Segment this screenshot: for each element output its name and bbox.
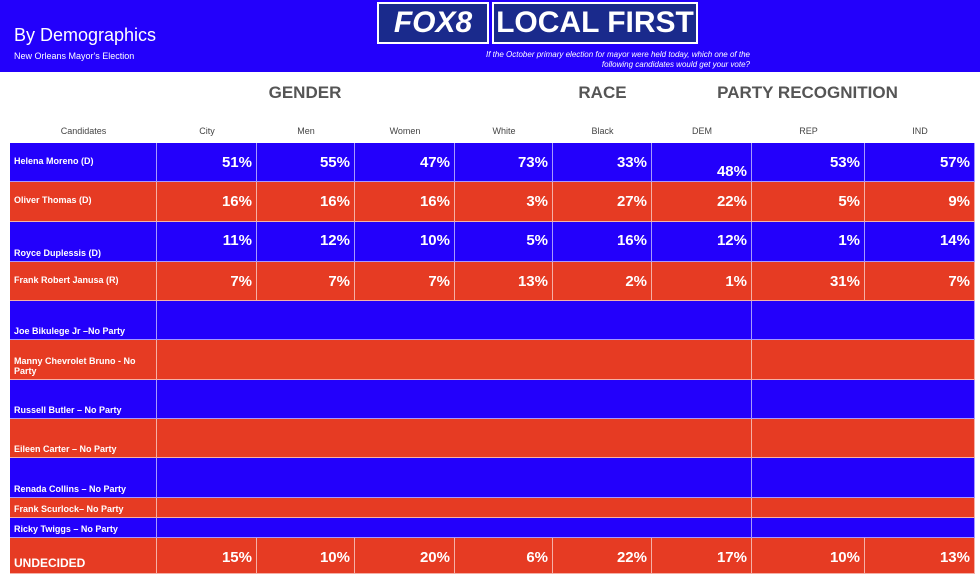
logo: LOCAL FIRST	[492, 2, 698, 44]
value-cell: 12%	[652, 222, 752, 262]
column-header: Men	[297, 126, 315, 136]
value-cell: 6%	[455, 538, 553, 574]
candidate-name: Eileen Carter – No Party	[10, 419, 157, 458]
logo: FOX8	[377, 2, 489, 44]
value-cell: 16%	[553, 222, 652, 262]
empty-cell	[752, 380, 975, 419]
group-header: GENDER	[268, 83, 342, 102]
value-cell: 48%	[652, 143, 752, 182]
column-header: IND	[912, 126, 928, 136]
value-cell: 5%	[752, 182, 865, 222]
value-cell: 22%	[652, 182, 752, 222]
header-bar: By Demographics New Orleans Mayor's Elec…	[0, 0, 980, 72]
candidate-name: Russell Butler – No Party	[10, 380, 157, 419]
column-header: DEM	[692, 126, 712, 136]
value-cell: 16%	[355, 182, 455, 222]
candidate-name: Joe Bikulege Jr –No Party	[10, 301, 157, 340]
column-header: REP	[799, 126, 818, 136]
empty-cell	[752, 301, 975, 340]
value-cell: 51%	[157, 143, 257, 182]
group-header: RACE	[578, 83, 627, 102]
value-cell: 3%	[455, 182, 553, 222]
empty-cell	[157, 419, 752, 458]
group-header: PARTY RECOGNITION	[717, 83, 898, 102]
value-cell: 7%	[355, 262, 455, 301]
empty-cell	[752, 498, 975, 518]
value-cell: 17%	[652, 538, 752, 574]
column-header: City	[199, 126, 215, 136]
value-cell: 10%	[752, 538, 865, 574]
title: By Demographics	[14, 25, 157, 45]
value-cell: 31%	[752, 262, 865, 301]
value-cell: 27%	[553, 182, 652, 222]
value-cell: 16%	[257, 182, 355, 222]
value-cell: 15%	[157, 538, 257, 574]
value-cell: 53%	[752, 143, 865, 182]
candidate-name: Renada Collins – No Party	[10, 458, 157, 498]
candidate-name: Frank Scurlock– No Party	[10, 498, 157, 518]
value-cell: 9%	[865, 182, 975, 222]
empty-cell	[157, 518, 752, 538]
question: If the October primary election for mayo…	[486, 50, 750, 69]
candidate-name: Royce Duplessis (D)	[10, 222, 157, 262]
candidate-name: UNDECIDED	[10, 538, 157, 574]
column-header: Candidates	[60, 126, 107, 136]
column-header: Women	[389, 126, 421, 136]
value-cell: 13%	[865, 538, 975, 574]
empty-cell	[157, 458, 752, 498]
empty-cell	[157, 380, 752, 419]
candidate-name: Helena Moreno (D)	[10, 143, 157, 182]
candidate-name: Oliver Thomas (D)	[10, 182, 157, 222]
value-cell: 7%	[865, 262, 975, 301]
empty-cell	[157, 340, 752, 380]
candidate-name: Frank Robert Janusa (R)	[10, 262, 157, 301]
value-cell: 12%	[257, 222, 355, 262]
subtitle: New Orleans Mayor's Election	[14, 51, 135, 61]
value-cell: 1%	[652, 262, 752, 301]
empty-cell	[157, 301, 752, 340]
value-cell: 10%	[257, 538, 355, 574]
empty-cell	[752, 518, 975, 538]
value-cell: 73%	[455, 143, 553, 182]
value-cell: 20%	[355, 538, 455, 574]
value-cell: 16%	[157, 182, 257, 222]
empty-cell	[752, 458, 975, 498]
value-cell: 11%	[157, 222, 257, 262]
value-cell: 57%	[865, 143, 975, 182]
value-cell: 47%	[355, 143, 455, 182]
column-header: White	[492, 126, 516, 136]
value-cell: 33%	[553, 143, 652, 182]
value-cell: 5%	[455, 222, 553, 262]
value-cell: 13%	[455, 262, 553, 301]
value-cell: 7%	[257, 262, 355, 301]
value-cell: 2%	[553, 262, 652, 301]
logo-left: FOX8	[379, 4, 487, 42]
candidate-name: Manny Chevrolet Bruno - No Party	[10, 340, 157, 380]
empty-cell	[157, 498, 752, 518]
value-cell: 55%	[257, 143, 355, 182]
value-cell: 10%	[355, 222, 455, 262]
logo-right: LOCAL FIRST	[494, 4, 696, 42]
column-header: Black	[591, 126, 614, 136]
value-cell: 1%	[752, 222, 865, 262]
candidate-name: Ricky Twiggs – No Party	[10, 518, 157, 538]
value-cell: 7%	[157, 262, 257, 301]
value-cell: 22%	[553, 538, 652, 574]
value-cell: 14%	[865, 222, 975, 262]
empty-cell	[752, 419, 975, 458]
empty-cell	[752, 340, 975, 380]
